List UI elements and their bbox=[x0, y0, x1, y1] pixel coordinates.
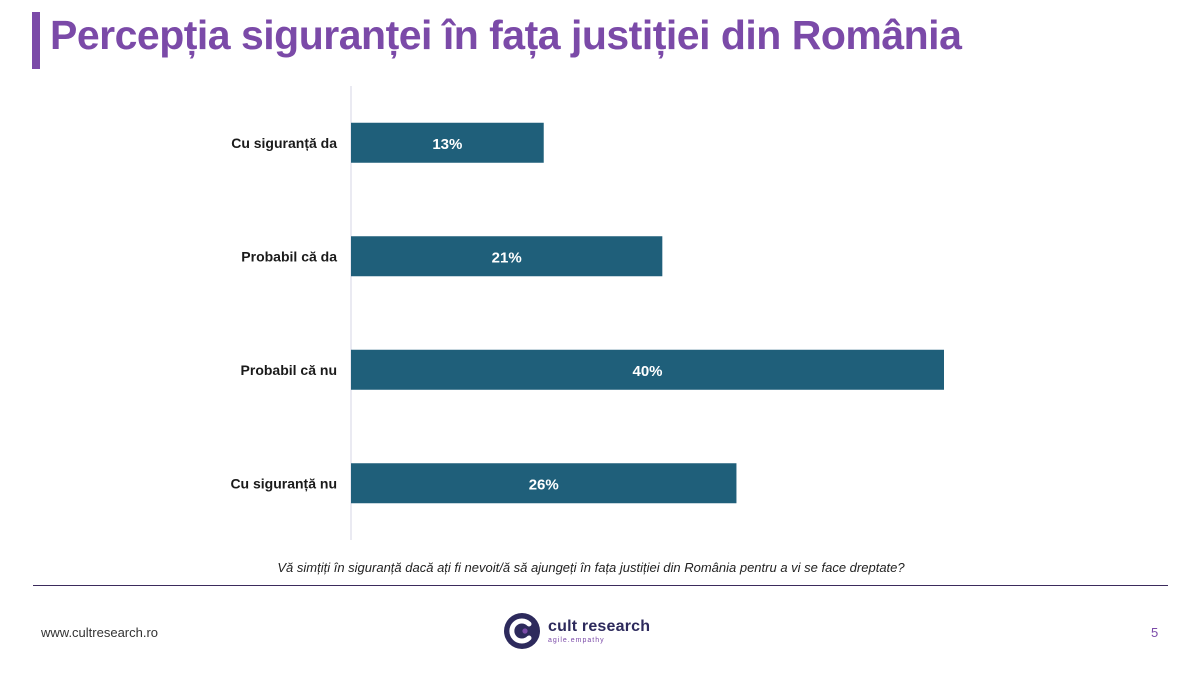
bar-2 bbox=[351, 349, 944, 390]
category-label-2: Probabil că nu bbox=[241, 362, 337, 378]
bar-chart: Cu siguranță da 13% Probabil că da 21% Proba… bbox=[230, 86, 944, 540]
value-label-0: 13% bbox=[432, 136, 462, 153]
logo-name: cult research bbox=[548, 617, 651, 635]
website-link[interactable]: www.cultresearch.ro bbox=[41, 625, 159, 640]
survey-question: Vă simțiți în siguranță dacă ați fi nevo… bbox=[277, 560, 905, 575]
logo-c-icon bbox=[504, 613, 540, 649]
value-label-1: 21% bbox=[492, 249, 522, 266]
category-label-1: Probabil că da bbox=[241, 248, 337, 264]
logo-tagline: agile.empathy bbox=[548, 636, 605, 644]
category-label-0: Cu siguranță da bbox=[231, 135, 337, 151]
bar-3 bbox=[351, 463, 737, 504]
cult-research-logo: cult research agile.empathy bbox=[502, 611, 650, 651]
footer-divider bbox=[33, 585, 1168, 586]
page-number: 5 bbox=[1151, 625, 1159, 640]
value-label-3: 26% bbox=[529, 476, 559, 493]
bar-1 bbox=[351, 236, 663, 277]
page-title: Percepția siguranței în fața justiției d… bbox=[50, 12, 962, 58]
bar-group: Cu siguranță da 13% Probabil că da 21% Proba… bbox=[230, 122, 944, 504]
category-label-3: Cu siguranță nu bbox=[230, 475, 337, 491]
title-accent-bar bbox=[32, 12, 40, 69]
value-label-2: 40% bbox=[632, 363, 662, 380]
bar-0 bbox=[351, 122, 544, 163]
